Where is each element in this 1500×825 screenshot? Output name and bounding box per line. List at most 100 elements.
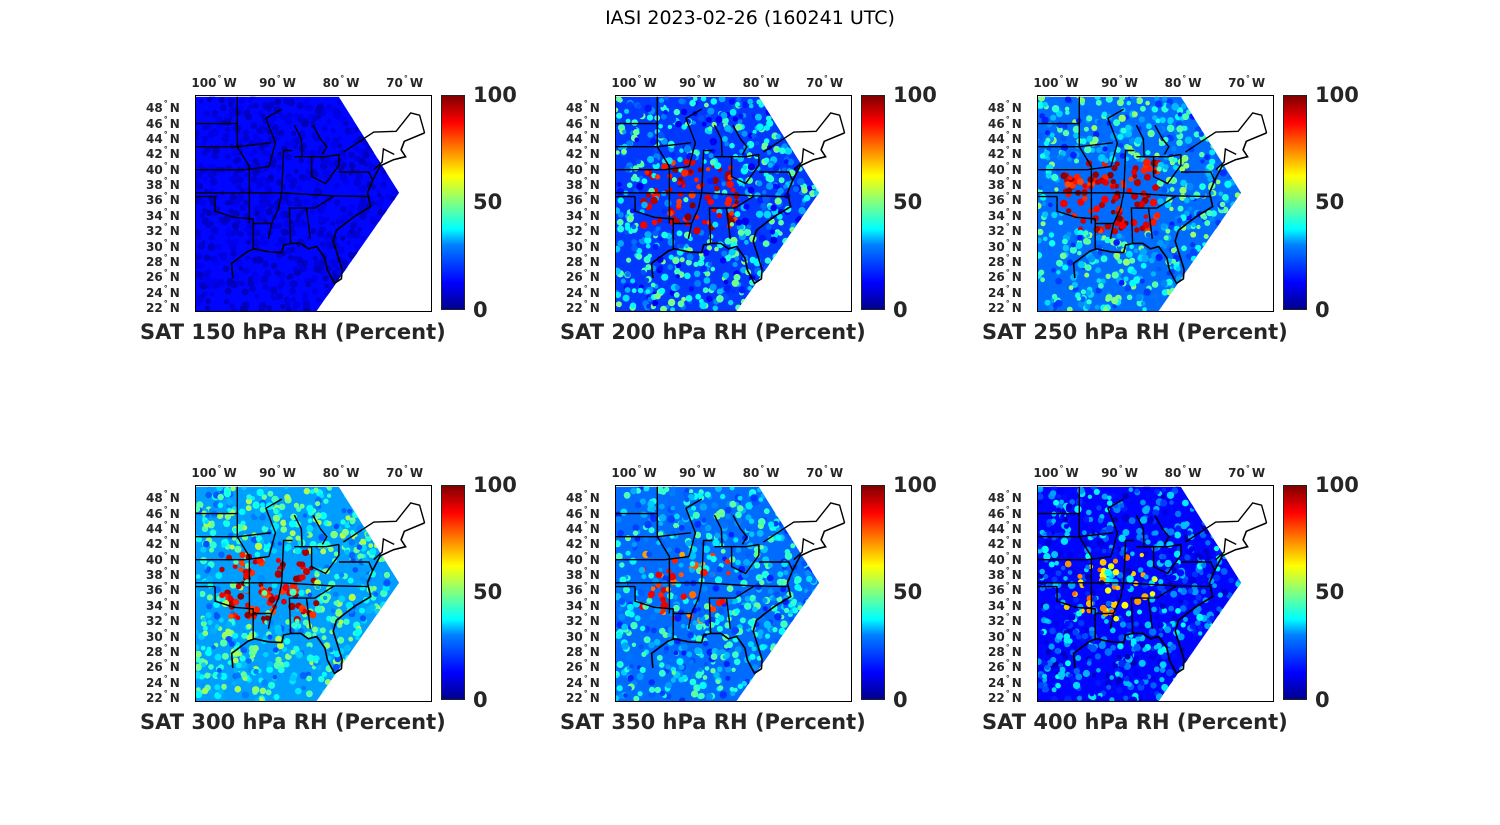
rh-point xyxy=(645,243,651,249)
rh-point xyxy=(816,653,820,661)
rh-point xyxy=(224,118,232,126)
rh-point xyxy=(809,619,816,625)
lat-tick: 38° N xyxy=(146,176,180,193)
rh-point xyxy=(829,96,836,101)
rh-point xyxy=(244,611,251,619)
rh-point xyxy=(341,528,349,536)
rh-point xyxy=(1243,109,1249,115)
colorbar xyxy=(441,485,465,700)
rh-point xyxy=(1240,134,1242,142)
rh-point xyxy=(368,123,375,129)
rh-point xyxy=(661,208,667,214)
rh-point xyxy=(1094,96,1101,100)
rh-point xyxy=(411,207,417,213)
rh-point xyxy=(813,527,820,536)
rh-point xyxy=(777,652,785,661)
rh-point xyxy=(1258,533,1264,539)
rh-point xyxy=(793,303,798,309)
rh-point xyxy=(262,486,269,492)
rh-point xyxy=(406,679,413,686)
rh-point xyxy=(296,506,302,512)
rh-point xyxy=(319,627,326,634)
rh-point xyxy=(1182,499,1189,507)
rh-point xyxy=(393,146,399,153)
state-boundary xyxy=(373,537,395,561)
rh-point xyxy=(390,486,395,491)
rh-point xyxy=(1045,649,1052,656)
rh-point xyxy=(1235,251,1242,258)
rh-point xyxy=(228,207,235,214)
rh-point xyxy=(836,540,842,546)
rh-point xyxy=(1131,111,1138,118)
rh-point xyxy=(1176,217,1183,224)
rh-point xyxy=(1095,234,1102,241)
rh-point xyxy=(393,626,399,632)
rh-point xyxy=(253,102,259,109)
rh-point xyxy=(1200,281,1206,287)
rh-point xyxy=(724,141,730,147)
rh-point xyxy=(837,289,844,296)
rh-point xyxy=(1255,229,1262,236)
rh-point xyxy=(1139,278,1145,284)
rh-point xyxy=(358,538,367,547)
rh-point xyxy=(354,243,360,249)
rh-point xyxy=(238,266,244,271)
rh-point xyxy=(260,502,265,508)
rh-point xyxy=(245,239,251,245)
rh-observations xyxy=(196,486,413,701)
rh-point xyxy=(780,668,785,674)
rh-point xyxy=(720,521,729,529)
rh-point xyxy=(777,96,785,101)
rh-point xyxy=(421,171,425,175)
rh-point xyxy=(616,218,624,226)
rh-point xyxy=(422,191,427,196)
rh-point xyxy=(1048,202,1053,208)
rh-point xyxy=(384,126,390,132)
rh-point xyxy=(830,221,835,226)
rh-point xyxy=(336,100,342,105)
rh-point xyxy=(340,206,347,213)
rh-point xyxy=(377,98,384,105)
rh-point xyxy=(663,96,669,101)
rh-point xyxy=(837,154,842,159)
rh-point xyxy=(617,607,623,613)
rh-point xyxy=(1253,213,1257,217)
rh-point xyxy=(380,224,389,232)
rh-point xyxy=(230,280,238,289)
rh-point xyxy=(228,613,234,619)
rh-point xyxy=(801,289,806,294)
rh-point xyxy=(413,276,420,283)
rh-point xyxy=(837,680,844,687)
rh-point xyxy=(1257,675,1263,681)
rh-point xyxy=(299,561,306,568)
rh-point xyxy=(784,636,791,643)
rh-point xyxy=(813,600,820,606)
rh-point xyxy=(826,568,833,575)
rh-point xyxy=(620,278,626,284)
rh-point xyxy=(817,634,820,642)
rh-point xyxy=(206,575,214,583)
rh-point xyxy=(715,679,721,684)
rh-point xyxy=(763,508,770,515)
rh-point xyxy=(828,575,833,580)
rh-point xyxy=(374,537,382,545)
lat-tick: 38° N xyxy=(988,566,1022,583)
rh-point xyxy=(818,488,820,496)
rh-point xyxy=(1203,101,1210,107)
rh-point xyxy=(832,694,837,699)
rh-point xyxy=(616,112,623,119)
rh-point xyxy=(328,647,334,653)
rh-point xyxy=(767,162,773,168)
rh-point xyxy=(196,179,200,186)
rh-point xyxy=(267,587,273,592)
lon-tick: 100° W xyxy=(191,74,237,90)
rh-point xyxy=(774,286,780,292)
rh-point xyxy=(635,159,641,165)
rh-point xyxy=(421,99,427,105)
rh-point xyxy=(795,501,803,510)
rh-point xyxy=(272,124,279,131)
rh-point xyxy=(1041,211,1049,218)
rh-point xyxy=(810,613,817,620)
state-boundary xyxy=(1154,124,1170,155)
rh-point xyxy=(808,219,814,225)
